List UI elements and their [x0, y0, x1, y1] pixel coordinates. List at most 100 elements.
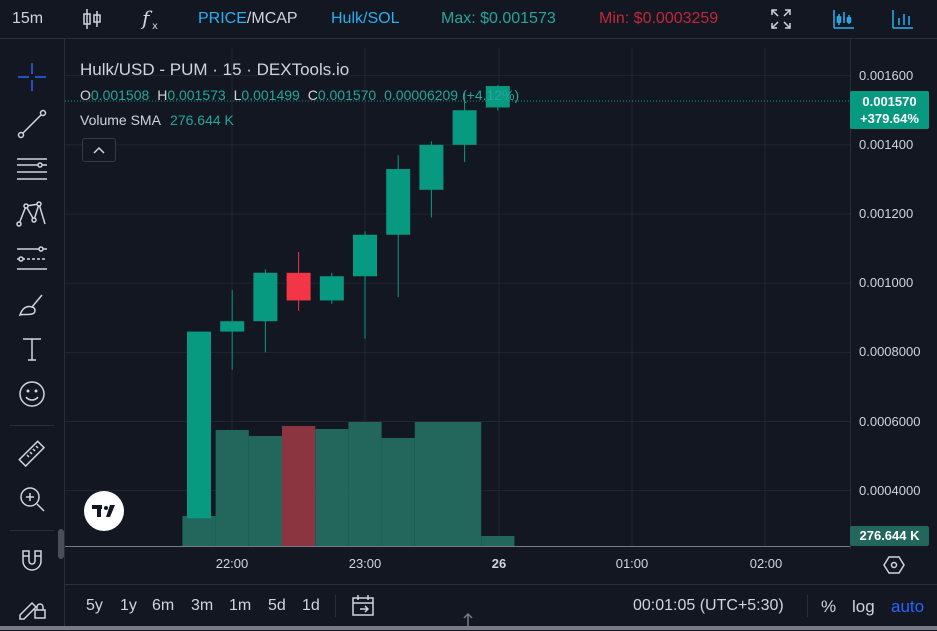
interval-selector[interactable]: 15m — [12, 10, 44, 27]
candle-body — [286, 272, 311, 301]
candles-icon[interactable] — [80, 6, 104, 32]
ohlc-legend: O0.001508 H0.001573 L0.001499 C0.001570 … — [80, 87, 519, 103]
close-value: 0.001570 — [317, 87, 377, 103]
prediction-icon[interactable] — [16, 243, 48, 275]
change-value: 0.00006209 (+4.12%) — [384, 87, 520, 103]
chart-title: Hulk/USD - PUM · 15 · DEXTools.io — [80, 60, 350, 79]
volume-legend: Volume SMA 276.644 K — [80, 112, 234, 128]
high-key: H — [157, 87, 168, 103]
auto-toggle[interactable]: auto — [891, 597, 925, 616]
time-label: 23:00 — [348, 556, 382, 571]
chart-style-icon[interactable] — [832, 6, 856, 32]
lock-drawings-icon[interactable] — [16, 589, 48, 621]
divider — [335, 595, 336, 617]
volume-bar — [448, 422, 482, 546]
magnet-icon[interactable] — [16, 545, 48, 577]
candle-body — [319, 276, 344, 301]
fullscreen-icon[interactable] — [769, 6, 793, 32]
min-price: Min: $0.0003259 — [599, 10, 719, 27]
price-tick-label: 0.0008000 — [859, 344, 921, 360]
separator: / — [246, 10, 252, 27]
open-value: 0.001508 — [90, 87, 150, 103]
volume-label: Volume SMA — [80, 112, 161, 128]
candle-body — [419, 144, 444, 190]
price-tick-label: 0.001600 — [859, 67, 914, 83]
divider — [807, 595, 808, 617]
range-1y[interactable]: 1y — [120, 597, 137, 614]
clock-timezone[interactable]: 00:01:05 (UTC+5:30) — [633, 597, 784, 614]
fib-retracement-icon[interactable] — [16, 153, 48, 185]
range-1d[interactable]: 1d — [302, 597, 320, 614]
candle-body — [353, 234, 377, 277]
volume-bar — [215, 430, 249, 546]
ruler-icon[interactable] — [16, 438, 48, 470]
volume-bar — [282, 426, 316, 546]
percent-toggle[interactable]: % — [821, 597, 837, 616]
volume-bar — [248, 436, 282, 546]
chart-settings-icon[interactable] — [891, 6, 915, 32]
trendline-icon[interactable] — [16, 108, 48, 140]
price-tick-label: 0.001200 — [859, 206, 914, 221]
range-5y[interactable]: 5y — [86, 597, 103, 614]
volume-bar — [182, 516, 216, 546]
last-price-value: 0.001570 — [862, 94, 917, 109]
collapse-legend-button[interactable] — [82, 138, 116, 162]
brush-icon[interactable] — [16, 289, 48, 321]
last-price-badge: 0.001570 +379.64% — [850, 91, 929, 129]
toolbar-scrollbar[interactable] — [58, 529, 64, 559]
volume-bar — [381, 438, 415, 546]
volume-badge: 276.644 K — [850, 526, 929, 546]
bottom-resize-handle[interactable] — [0, 626, 937, 630]
candles — [187, 85, 510, 519]
chevron-up-icon — [93, 146, 105, 154]
range-5d[interactable]: 5d — [268, 597, 286, 614]
svg-text:x: x — [152, 21, 158, 32]
price-label[interactable]: PRICE — [198, 10, 247, 27]
candle-body — [220, 321, 245, 332]
volume-bar — [348, 422, 382, 546]
goto-date-button[interactable] — [350, 593, 376, 619]
log-toggle[interactable]: log — [852, 597, 875, 616]
last-price-change: +379.64% — [860, 111, 919, 126]
price-mcap-toggle[interactable]: PRICE/MCAP — [198, 9, 298, 29]
volume-bar — [481, 536, 515, 546]
pair-toggle[interactable]: Hulk/SOL — [331, 10, 400, 27]
crosshair-icon[interactable] — [16, 61, 48, 93]
axis-settings-button[interactable] — [881, 553, 907, 577]
pattern-icon[interactable] — [16, 198, 48, 230]
time-label: 02:00 — [749, 556, 783, 571]
time-label: 01:00 — [615, 556, 649, 571]
bottom-toolbar: 5y 1y 6m 3m 1m 5d 1d 00:01:05 (UTC+5:30)… — [65, 584, 937, 627]
close-key: C — [307, 87, 318, 103]
zoom-in-icon[interactable] — [16, 483, 48, 515]
candle-body — [485, 86, 510, 108]
price-scale[interactable]: 0.001600 0.001400 0.001200 0.001000 0.000800… — [850, 39, 937, 549]
volume-bar — [414, 422, 448, 546]
range-3m[interactable]: 3m — [191, 597, 214, 614]
tradingview-logo[interactable] — [84, 491, 124, 531]
range-6m[interactable]: 6m — [152, 597, 175, 614]
mcap-label[interactable]: MCAP — [251, 10, 298, 27]
volume-bars — [182, 422, 515, 546]
time-scale[interactable]: 22:00 23:00 26 01:00 02:00 — [65, 546, 850, 581]
open-key: O — [80, 87, 91, 103]
emoji-icon[interactable] — [16, 378, 48, 410]
drawing-toolbar — [0, 39, 65, 630]
time-label: 26 — [491, 556, 507, 571]
range-1m[interactable]: 1m — [229, 597, 252, 614]
candle-body — [253, 272, 278, 322]
high-value: 0.001573 — [167, 87, 226, 103]
candle-body — [452, 110, 477, 145]
volume-value: 276.644 K — [170, 112, 234, 128]
low-value: 0.001499 — [241, 87, 300, 103]
price-tick-label: 0.0004000 — [859, 482, 921, 498]
text-icon[interactable] — [16, 333, 48, 365]
arrow-up-icon — [463, 612, 473, 626]
candle-body — [386, 169, 411, 235]
candle-body — [187, 331, 211, 519]
time-label: 22:00 — [215, 556, 249, 571]
expand-panel-button[interactable] — [462, 612, 474, 626]
